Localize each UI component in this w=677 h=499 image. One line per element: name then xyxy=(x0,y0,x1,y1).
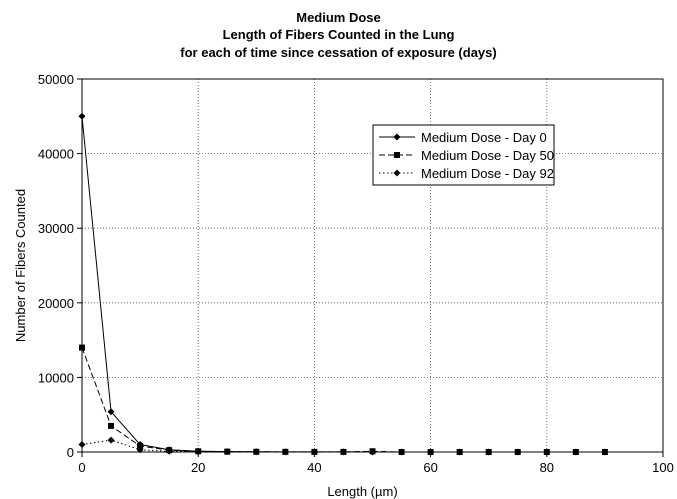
data-point xyxy=(107,408,115,416)
data-point xyxy=(165,447,173,455)
legend-marker xyxy=(394,152,400,158)
data-point xyxy=(108,422,115,429)
data-point xyxy=(311,448,318,455)
x-tick-label: 100 xyxy=(652,460,674,475)
data-point xyxy=(427,449,434,455)
legend: Medium Dose - Day 0 Medium Dose - Day 50 M… xyxy=(372,124,555,186)
y-tick-label: 10000 xyxy=(38,370,74,385)
data-point xyxy=(485,449,492,455)
data-point xyxy=(78,112,86,120)
legend-item: Medium Dose - Day 0 xyxy=(379,130,547,145)
x-tick-label: 20 xyxy=(191,460,205,475)
x-axis-label: Length (µm) xyxy=(327,484,397,499)
data-point xyxy=(543,449,550,455)
legend-item: Medium Dose - Day 50 xyxy=(379,148,554,163)
data-point xyxy=(137,443,144,450)
data-point xyxy=(107,436,115,444)
data-point xyxy=(282,448,289,455)
data-point xyxy=(253,448,260,455)
y-tick-label: 30000 xyxy=(38,221,74,236)
data-point xyxy=(456,449,463,455)
data-point xyxy=(398,449,405,455)
x-tick-label: 60 xyxy=(423,460,437,475)
legend-label: Medium Dose - Day 50 xyxy=(421,148,554,163)
data-point xyxy=(194,448,202,456)
data-point xyxy=(340,448,347,455)
legend-marker xyxy=(393,133,401,141)
chart-title-line-2: Length of Fibers Counted in the Lung xyxy=(222,27,455,42)
y-tick-label: 40000 xyxy=(38,147,74,162)
data-point xyxy=(79,344,85,351)
data-point xyxy=(78,441,86,449)
legend-box xyxy=(372,124,555,186)
legend-label: Medium Dose - Day 92 xyxy=(421,166,554,181)
y-tick-label: 50000 xyxy=(38,72,74,87)
x-tick-label: 0 xyxy=(78,460,85,475)
data-point xyxy=(224,448,231,455)
data-point xyxy=(136,446,144,454)
data-point xyxy=(514,449,521,455)
legend-label: Medium Dose - Day 0 xyxy=(421,130,547,145)
y-tick-label: 20000 xyxy=(38,296,74,311)
data-point xyxy=(572,449,579,455)
y-tick-label: 0 xyxy=(67,445,74,460)
x-tick-label: 40 xyxy=(307,460,321,475)
chart-title-line-1: Medium Dose xyxy=(296,10,381,25)
chart-title-line-3: for each of time since cessation of expo… xyxy=(180,45,497,60)
legend-marker xyxy=(393,169,401,177)
y-axis-label: Number of Fibers Counted xyxy=(13,189,28,342)
series-3 xyxy=(78,436,202,456)
data-point xyxy=(369,448,376,455)
x-tick-label: 80 xyxy=(540,460,554,475)
data-point xyxy=(601,449,608,455)
legend-item: Medium Dose - Day 92 xyxy=(379,166,554,181)
